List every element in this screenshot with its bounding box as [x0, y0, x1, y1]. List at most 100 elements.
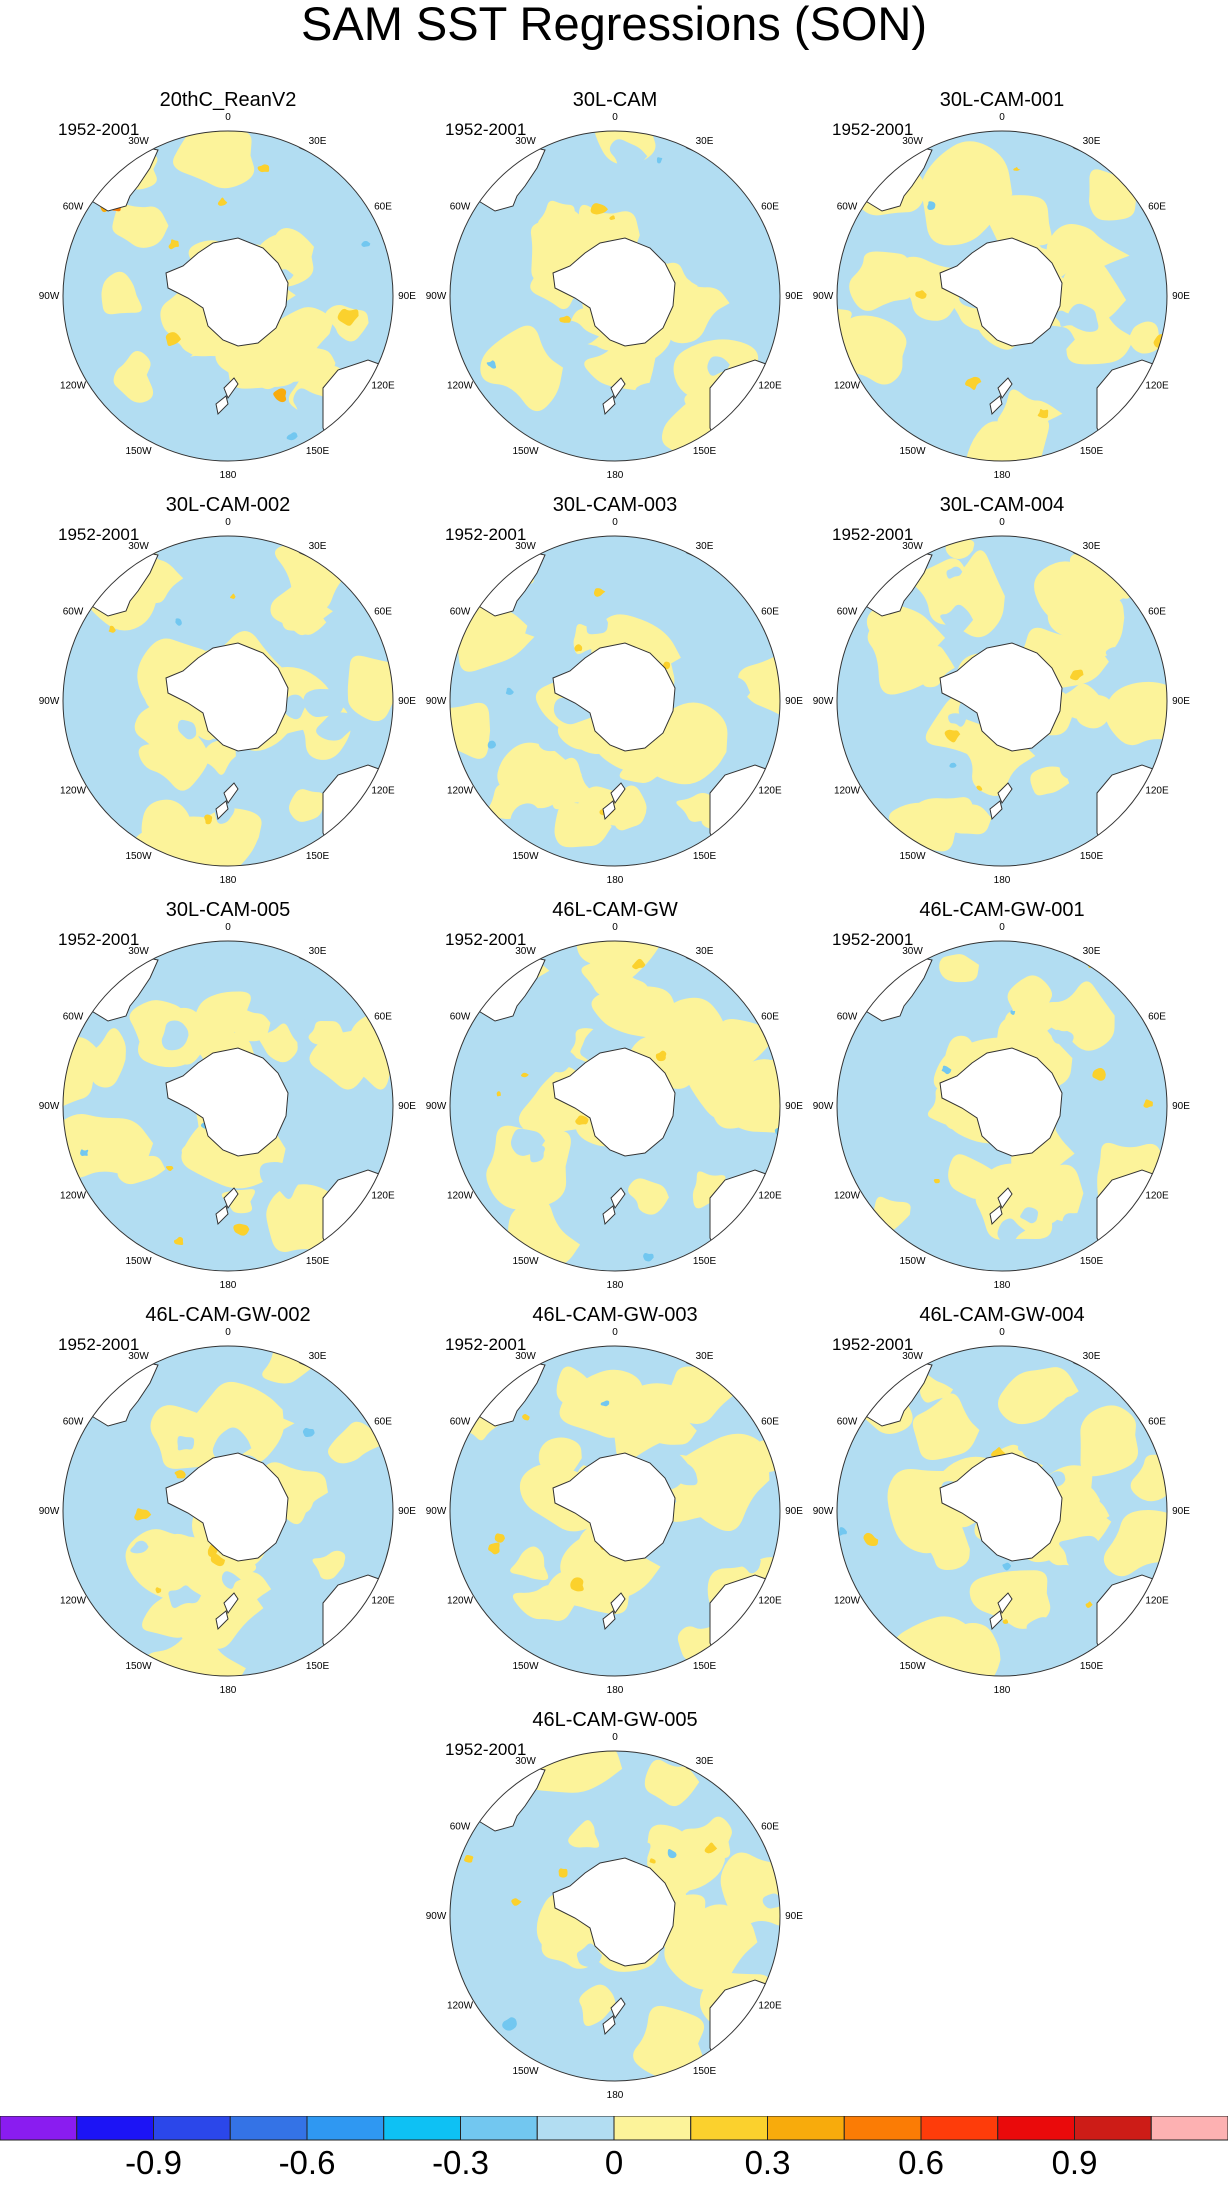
- longitude-label: 30W: [515, 541, 536, 552]
- longitude-label: 0: [225, 1327, 231, 1338]
- polar-map: 0 30E 60E 90E 120E 150E 180 150W 120W 90W 60W 30W: [426, 1732, 804, 2101]
- map-panel: 46L-CAM-GW-004 1952-2001 0 30E 60E 90E 120E 150…: [812, 1303, 1192, 1703]
- longitude-label: 30W: [128, 541, 149, 552]
- longitude-label: 90W: [39, 1506, 60, 1517]
- longitude-label: 90E: [398, 696, 416, 707]
- longitude-label: 120E: [371, 1596, 395, 1607]
- panel-title: 46L-CAM-GW-005: [532, 1709, 698, 1731]
- panel-period: 1952-2001: [832, 525, 914, 544]
- longitude-label: 180: [220, 470, 237, 481]
- longitude-label: 90W: [426, 1101, 447, 1112]
- longitude-label: 90W: [39, 291, 60, 302]
- longitude-label: 60W: [837, 202, 858, 213]
- longitude-label: 90E: [1172, 1506, 1190, 1517]
- longitude-label: 180: [607, 2090, 624, 2101]
- longitude-label: 60W: [450, 202, 471, 213]
- panel-period: 1952-2001: [445, 525, 527, 544]
- longitude-label: 30W: [902, 541, 923, 552]
- map-panel: 30L-CAM 1952-2001 0 30E 60E 90E 120E 150E 180 150…: [425, 88, 805, 488]
- longitude-label: 150W: [125, 851, 152, 862]
- panel-period: 1952-2001: [832, 1335, 914, 1354]
- map-panel: 46L-CAM-GW-003 1952-2001 0 30E 60E 90E 120E 150…: [425, 1303, 805, 1703]
- colorbar-swatch: [920, 2116, 999, 2141]
- longitude-label: 0: [612, 517, 618, 528]
- longitude-label: 0: [612, 922, 618, 933]
- longitude-label: 120E: [1145, 381, 1169, 392]
- panel-period: 1952-2001: [832, 930, 914, 949]
- longitude-label: 60W: [450, 1417, 471, 1428]
- longitude-label: 150W: [899, 446, 926, 457]
- colorbar-tick-label: 0.3: [745, 2144, 791, 2181]
- longitude-label: 90E: [785, 1911, 803, 1922]
- longitude-label: 60E: [761, 607, 779, 618]
- longitude-label: 0: [612, 1732, 618, 1743]
- longitude-label: 30W: [128, 136, 149, 147]
- longitude-label: 120E: [758, 2001, 782, 2012]
- longitude-label: 0: [999, 112, 1005, 123]
- polar-map: 0 30E 60E 90E 120E 150E 180 150W 120W 90W 60W 30W: [39, 517, 417, 886]
- colorbar-tick-label: 0: [605, 2144, 623, 2181]
- longitude-label: 150E: [693, 1661, 717, 1672]
- longitude-label: 0: [999, 517, 1005, 528]
- longitude-label: 120E: [758, 381, 782, 392]
- longitude-label: 90E: [1172, 1101, 1190, 1112]
- colorbar-swatch: [460, 2116, 538, 2141]
- longitude-label: 90W: [39, 696, 60, 707]
- colorbar-swatch: [306, 2116, 385, 2141]
- longitude-label: 0: [612, 1327, 618, 1338]
- longitude-label: 30W: [128, 1351, 149, 1362]
- longitude-label: 120W: [834, 786, 861, 797]
- map-panel: 46L-CAM-GW-001 1952-2001 0 30E 60E 90E 120E 150…: [812, 898, 1192, 1298]
- longitude-label: 150E: [693, 2066, 717, 2077]
- longitude-label: 60E: [1148, 1417, 1166, 1428]
- panel-title: 46L-CAM-GW-002: [145, 1304, 311, 1326]
- longitude-label: 120W: [447, 1191, 474, 1202]
- longitude-label: 90E: [398, 1101, 416, 1112]
- longitude-label: 120E: [371, 381, 395, 392]
- longitude-label: 150E: [693, 1256, 717, 1267]
- longitude-label: 120W: [60, 786, 87, 797]
- longitude-label: 60E: [374, 1417, 392, 1428]
- longitude-label: 90W: [426, 1506, 447, 1517]
- longitude-label: 180: [607, 1685, 624, 1696]
- longitude-label: 180: [607, 875, 624, 886]
- colorbar-swatch: [1074, 2116, 1152, 2141]
- longitude-label: 60E: [1148, 1012, 1166, 1023]
- colorbar-swatch: [76, 2116, 154, 2141]
- longitude-label: 150E: [306, 1661, 330, 1672]
- polar-map: 0 30E 60E 90E 120E 150E 180 150W 120W 90W 60W 30W: [813, 922, 1191, 1291]
- longitude-label: 60E: [761, 1417, 779, 1428]
- colorbar-swatch: [767, 2116, 845, 2141]
- colorbar-swatch: [997, 2116, 1075, 2141]
- longitude-label: 60W: [450, 1012, 471, 1023]
- longitude-label: 90W: [813, 696, 834, 707]
- longitude-label: 150E: [306, 1256, 330, 1267]
- panel-title: 30L-CAM-002: [165, 494, 291, 516]
- longitude-label: 150E: [306, 851, 330, 862]
- longitude-label: 30W: [128, 946, 149, 957]
- polar-map: 0 30E 60E 90E 120E 150E 180 150W 120W 90W 60W 30W: [39, 1327, 417, 1696]
- longitude-label: 30E: [309, 136, 327, 147]
- longitude-label: 60E: [761, 1822, 779, 1833]
- longitude-label: 150W: [512, 1256, 539, 1267]
- longitude-label: 30W: [902, 136, 923, 147]
- panel-period: 1952-2001: [445, 1740, 527, 1759]
- longitude-label: 90E: [785, 696, 803, 707]
- colorbar-svg: -0.9 -0.6 -0.3 0 0.3 0.6 0.9: [0, 2116, 1228, 2181]
- longitude-label: 30W: [515, 1756, 536, 1767]
- colorbar-swatch: [843, 2116, 922, 2141]
- colorbar-tick-label: -0.6: [279, 2144, 336, 2181]
- polar-map: 0 30E 60E 90E 120E 150E 180 150W 120W 90W 60W 30W: [39, 922, 417, 1291]
- panel-period: 1952-2001: [58, 1335, 140, 1354]
- panel-period: 1952-2001: [58, 525, 140, 544]
- panel-period: 1952-2001: [832, 120, 914, 139]
- longitude-label: 120E: [371, 786, 395, 797]
- longitude-label: 0: [612, 112, 618, 123]
- longitude-label: 60E: [374, 202, 392, 213]
- longitude-label: 150W: [512, 2066, 539, 2077]
- longitude-label: 30E: [309, 946, 327, 957]
- longitude-label: 120W: [834, 381, 861, 392]
- polar-map: 0 30E 60E 90E 120E 150E 180 150W 120W 90W 60W 30W: [426, 1327, 804, 1696]
- longitude-label: 180: [220, 1685, 237, 1696]
- polar-map: 0 30E 60E 90E 120E 150E 180 150W 120W 90W 60W 30W: [426, 112, 804, 481]
